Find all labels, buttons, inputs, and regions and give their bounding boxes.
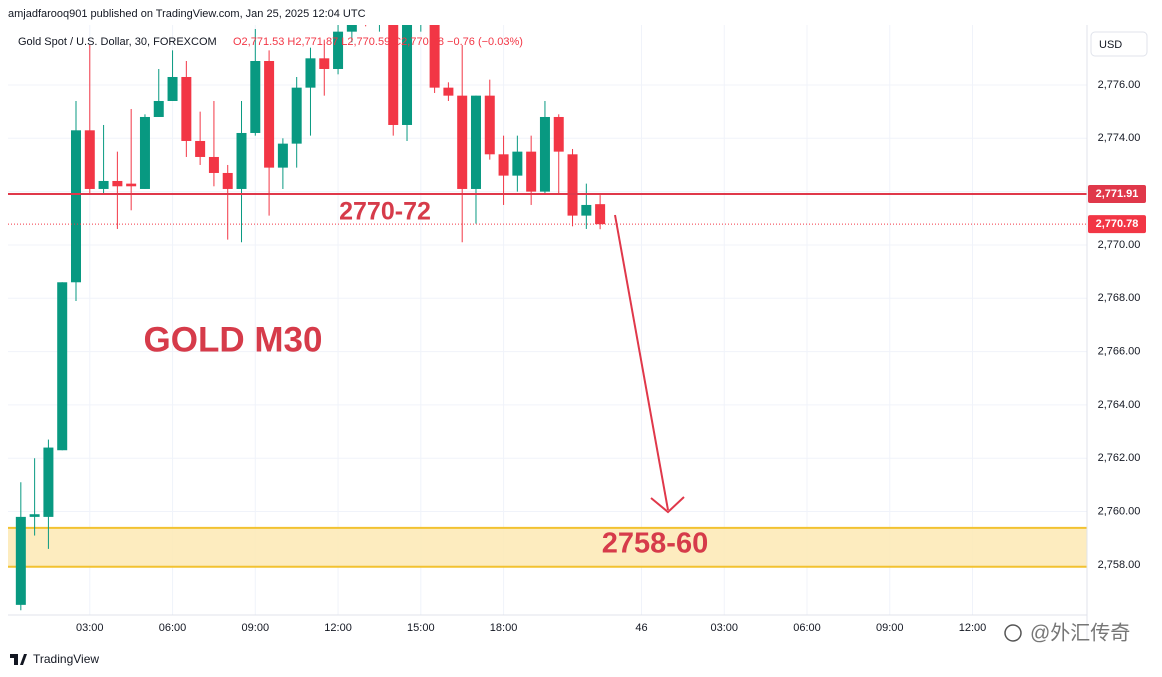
candle-body: [553, 116, 564, 152]
candle-body: [167, 76, 178, 101]
candle-body: [222, 172, 233, 189]
logo: [10, 654, 27, 665]
candle-body: [346, 25, 357, 32]
y-tick-label: 2,768.00: [1098, 292, 1141, 304]
candle-body: [512, 151, 523, 176]
x-tick-label: 12:00: [324, 622, 352, 634]
level-annotation: 2770-72: [339, 198, 431, 226]
y-tick-label: 2,774.00: [1098, 132, 1141, 144]
y-tick-label: 2,760.00: [1098, 505, 1141, 517]
price-label-box: [1088, 185, 1146, 204]
y-tick-label: 2,770.00: [1098, 239, 1141, 251]
y-tick-label: 2,762.00: [1098, 452, 1141, 464]
candle-body: [291, 87, 302, 144]
candle-body: [70, 130, 81, 283]
candle-body: [429, 25, 440, 88]
watermark-icon: [1004, 624, 1022, 642]
candle-body: [333, 31, 344, 69]
watermark: @外汇传奇: [1030, 621, 1130, 644]
candle-body: [43, 447, 54, 517]
currency-box[interactable]: [1090, 31, 1148, 57]
candle-body: [181, 76, 192, 141]
candle-body: [29, 514, 40, 517]
x-tick-label: 09:00: [242, 622, 270, 634]
candle-body: [581, 204, 592, 216]
candle-body: [567, 154, 578, 216]
candle-body: [457, 95, 468, 189]
x-tick-label: 15:00: [407, 622, 435, 634]
x-tick-label: 06:00: [159, 622, 187, 634]
candle-body: [112, 180, 123, 187]
candle-body: [498, 154, 509, 176]
chart-label: GOLD M30: [144, 320, 323, 359]
y-tick-label: 2,764.00: [1098, 399, 1141, 411]
candle-body: [416, 0, 426, 18]
x-tick-label: 09:00: [876, 622, 904, 634]
candle-body: [236, 132, 247, 189]
ohlc: O2,771.53 H2,771.87 L2,770.59 C2,770.78 …: [233, 36, 523, 48]
candle-body: [388, 25, 399, 125]
candle-body: [470, 95, 481, 189]
candle-body: [526, 151, 537, 192]
candle-body: [153, 100, 164, 117]
currency[interactable]: USD: [1099, 39, 1122, 51]
axes: 2,758.00 2,760.00 2,762.00 2,764.00 2,766.00…: [76, 79, 1146, 634]
candle-body: [305, 58, 316, 88]
candle-body: [98, 180, 109, 189]
x-tick-label: 18:00: [490, 622, 518, 634]
candle-body: [15, 516, 26, 605]
candle-body: [208, 156, 219, 173]
arrow: [614, 214, 669, 511]
x-tick-label: 03:00: [710, 622, 738, 634]
candle-body: [126, 183, 137, 187]
candle-body: [374, 0, 384, 16]
y-tick-label: 2,766.00: [1098, 345, 1141, 357]
published-note: amjadfarooq901 published on TradingView.…: [8, 8, 366, 20]
candle-body: [139, 116, 150, 189]
candle-body: [264, 60, 275, 168]
x-tick-label: 06:00: [793, 622, 821, 634]
zone-annotation: 2758-60: [602, 528, 708, 560]
candle-body: [595, 204, 606, 225]
candle-body: [539, 116, 550, 192]
candle-body: [250, 60, 261, 133]
arrow-head: [650, 496, 685, 514]
candle-body: [443, 87, 454, 96]
plot-area: [8, 0, 1087, 611]
price-label: 2,771.91: [1096, 188, 1139, 200]
candle-body: [277, 143, 288, 168]
price-label: 2,770.78: [1096, 218, 1139, 230]
candle-body: [319, 58, 330, 69]
candle-body: [195, 140, 206, 157]
zone: [8, 527, 1087, 567]
candle-body: [402, 25, 413, 125]
x-tick-label: 03:00: [76, 622, 104, 634]
candle-body: [484, 95, 495, 155]
brand: TradingView: [33, 652, 99, 666]
y-tick-label: 2,758.00: [1098, 559, 1141, 571]
x-tick-label: 12:00: [959, 622, 987, 634]
price-label-box: [1088, 215, 1146, 234]
x-tick-label: 46: [635, 622, 647, 634]
candle-body: [84, 130, 95, 189]
candle-body: [57, 282, 68, 451]
symbol: Gold Spot / U.S. Dollar, 30, FOREXCOM: [18, 36, 217, 48]
y-tick-label: 2,776.00: [1098, 79, 1141, 91]
